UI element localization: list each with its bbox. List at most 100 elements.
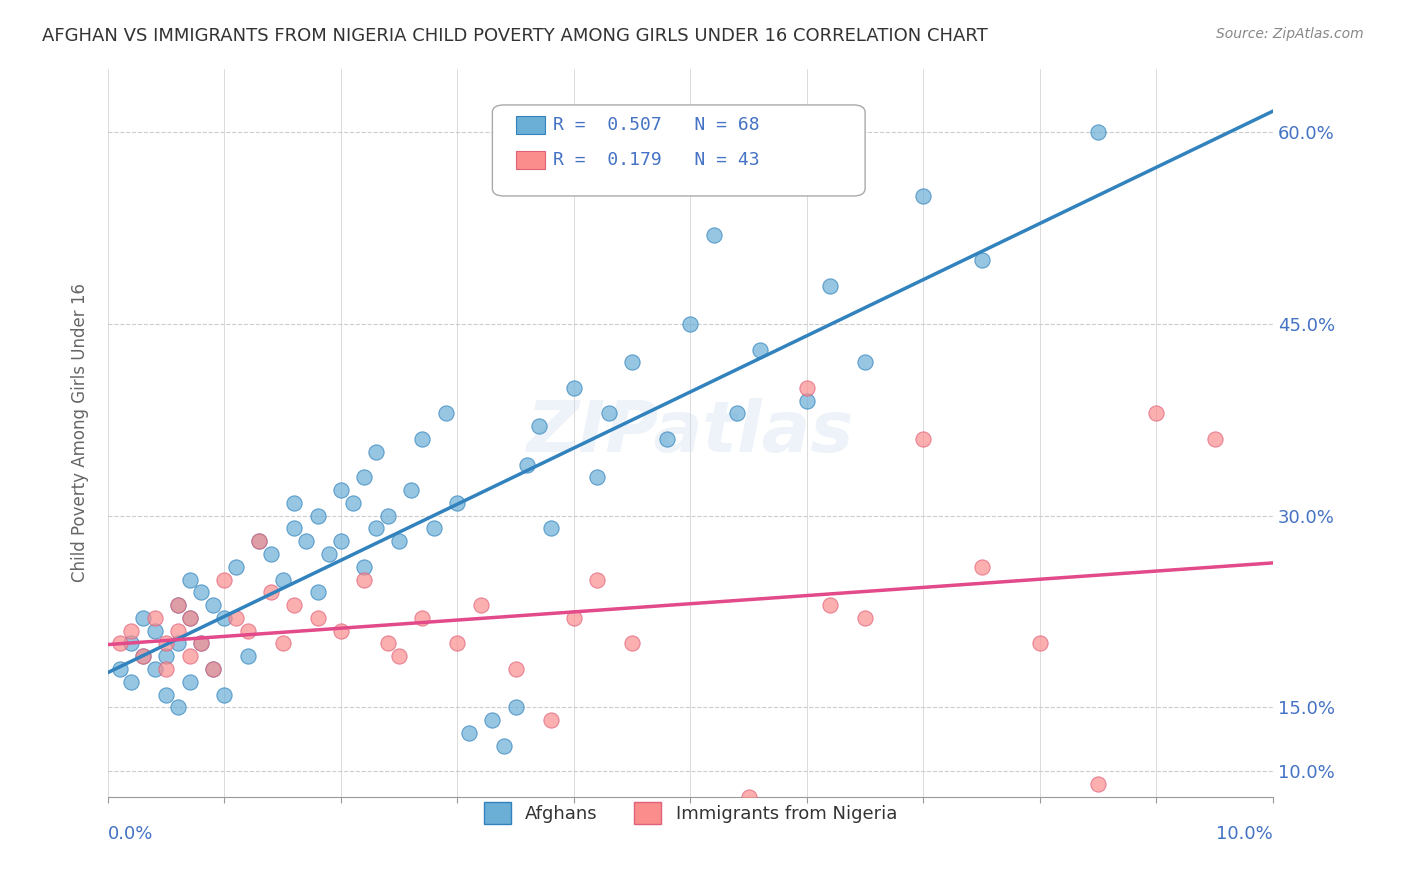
Point [283,496,305,510]
Point [818,598,841,612]
Point [446,636,468,650]
Point [236,624,259,638]
Point [458,726,481,740]
Point [179,611,201,625]
Point [190,636,212,650]
Point [271,636,294,650]
Point [132,649,155,664]
Point [492,739,515,753]
Point [621,636,644,650]
Point [132,649,155,664]
Point [364,445,387,459]
Point [155,649,177,664]
Point [179,674,201,689]
Point [295,534,318,549]
Point [505,700,527,714]
Point [411,432,433,446]
Point [342,496,364,510]
Point [703,227,725,242]
Point [853,611,876,625]
Point [201,662,224,676]
Point [364,521,387,535]
Point [143,611,166,625]
Point [167,598,190,612]
Point [353,573,375,587]
Point [540,521,562,535]
Point [329,483,352,498]
Point [167,598,190,612]
Point [1204,432,1226,446]
Point [260,585,283,599]
Point [853,355,876,369]
Point [1144,407,1167,421]
Text: ZIPatlas: ZIPatlas [527,398,853,467]
Point [108,662,131,676]
Y-axis label: Child Poverty Among Girls Under 16: Child Poverty Among Girls Under 16 [72,283,89,582]
Point [307,611,329,625]
Point [679,803,702,817]
Point [214,611,236,625]
Point [353,559,375,574]
Point [249,534,271,549]
Point [598,407,620,421]
Point [214,573,236,587]
Point [307,508,329,523]
Point [527,419,550,434]
Point [249,534,271,549]
Point [411,611,433,625]
Point [155,662,177,676]
Point [377,636,399,650]
Point [167,700,190,714]
Text: AFGHAN VS IMMIGRANTS FROM NIGERIA CHILD POVERTY AMONG GIRLS UNDER 16 CORRELATION: AFGHAN VS IMMIGRANTS FROM NIGERIA CHILD … [42,27,988,45]
Point [1087,125,1109,139]
Point [540,713,562,727]
Point [470,598,492,612]
Text: 10.0%: 10.0% [1216,825,1272,843]
Point [167,624,190,638]
Point [737,789,759,804]
Point [725,407,748,421]
Point [388,649,411,664]
Point [201,598,224,612]
Point [201,662,224,676]
Point [179,611,201,625]
Text: R =  0.179   N = 43: R = 0.179 N = 43 [553,151,759,169]
Point [179,649,201,664]
Point [434,407,457,421]
Point [621,355,644,369]
Point [155,688,177,702]
Text: 0.0%: 0.0% [108,825,153,843]
Point [353,470,375,484]
Point [1087,777,1109,791]
Bar [516,151,544,169]
Legend: Afghans, Immigrants from Nigeria: Afghans, Immigrants from Nigeria [477,795,904,831]
Point [143,624,166,638]
Point [796,381,818,395]
FancyBboxPatch shape [492,105,865,196]
Point [120,624,142,638]
Point [505,662,527,676]
Point [399,483,422,498]
Point [120,636,142,650]
Point [562,611,585,625]
Point [260,547,283,561]
Point [970,253,993,268]
Point [481,713,503,727]
Point [283,521,305,535]
Point [190,585,212,599]
Point [679,317,702,331]
Point [190,636,212,650]
Point [155,636,177,650]
Point [446,496,468,510]
Point [108,636,131,650]
Point [912,432,935,446]
Point [655,432,678,446]
Point [214,688,236,702]
Point [388,534,411,549]
Point [179,573,201,587]
Point [329,534,352,549]
Point [377,508,399,523]
Point [225,611,247,625]
Point [318,547,340,561]
Point [132,611,155,625]
